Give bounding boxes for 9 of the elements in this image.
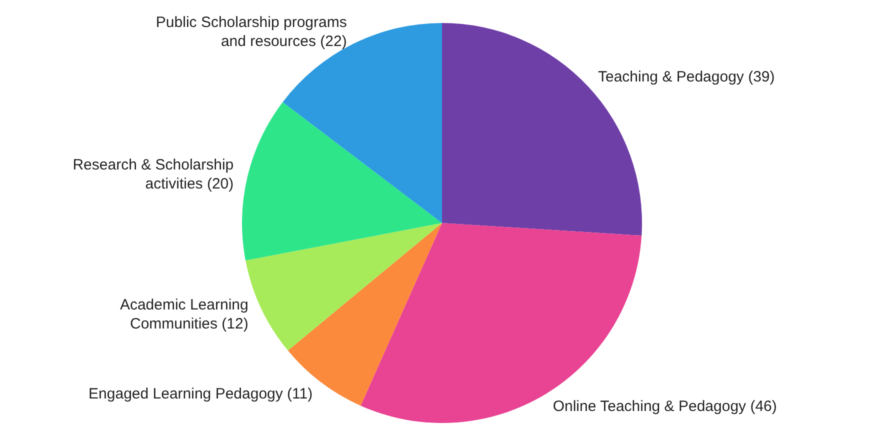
- slice-label: Teaching & Pedagogy (39): [598, 68, 775, 86]
- slice-label: Public Scholarship programs and resources (22): [156, 14, 347, 50]
- slice-label: Academic Learning Communities (12): [120, 296, 248, 333]
- slice-label: Online Teaching & Pedagogy (46): [552, 398, 777, 416]
- pie-slice: [246, 223, 442, 350]
- pie-slice: [242, 102, 442, 260]
- pie-slice: [288, 223, 442, 406]
- slice-label: Research & Scholarship activities (20): [72, 156, 234, 193]
- slice-label: Engaged Learning Pedagogy (11): [88, 385, 313, 402]
